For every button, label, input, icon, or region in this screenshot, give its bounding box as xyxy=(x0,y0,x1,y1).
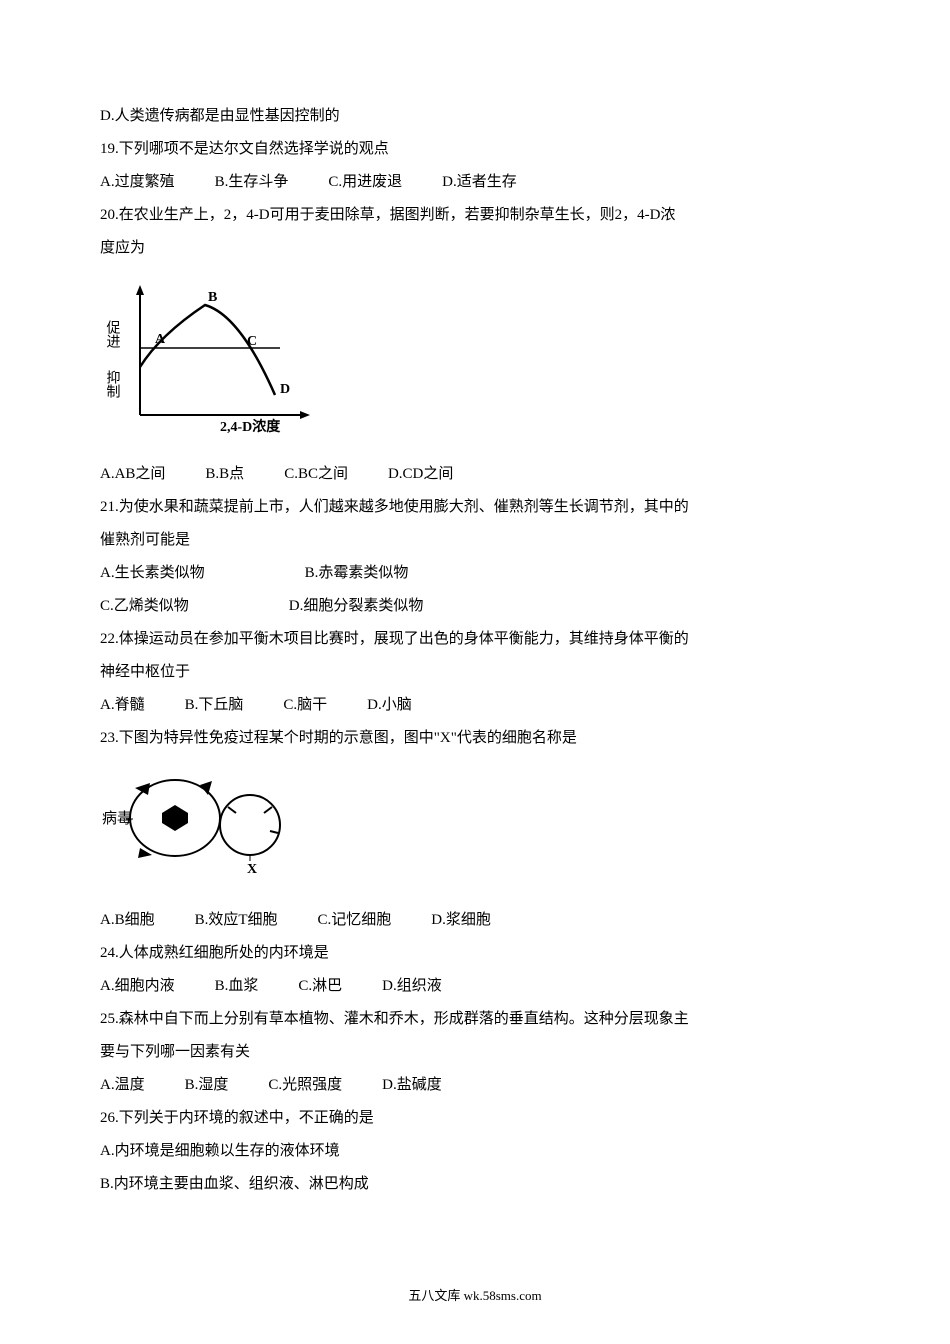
concentration-chart: 促进 抑制 A B C D 2,4-D浓度 xyxy=(100,275,320,448)
point-a: A xyxy=(155,332,166,347)
x-label: X xyxy=(247,862,257,877)
question-20-line2: 度应为 xyxy=(100,232,850,265)
xlabel: 2,4-D浓度 xyxy=(220,418,281,435)
question-21-line2: 催熟剂可能是 xyxy=(100,524,850,557)
question-26: 26.下列关于内环境的叙述中，不正确的是 xyxy=(100,1102,850,1135)
q21-opt-b: B.赤霉素类似物 xyxy=(305,557,409,590)
q21-opt-a: A.生长素类似物 xyxy=(100,557,205,590)
point-d: D xyxy=(280,382,290,397)
q25-opt-c: C.光照强度 xyxy=(268,1069,342,1102)
page-footer: 五八文库 wk.58sms.com xyxy=(0,1285,950,1304)
chart-svg: 促进 抑制 A B C D 2,4-D浓度 xyxy=(100,275,320,435)
q21-row1: A.生长素类似物 B.赤霉素类似物 xyxy=(100,557,850,590)
q20-opt-c: C.BC之间 xyxy=(284,458,348,491)
q19-opt-c: C.用进废退 xyxy=(328,166,402,199)
diagram-svg: 病毒 X xyxy=(100,763,300,883)
q23-opt-a: A.B细胞 xyxy=(100,904,155,937)
q20-opt-d: D.CD之间 xyxy=(388,458,453,491)
question-22-line2: 神经中枢位于 xyxy=(100,656,850,689)
q19-opt-b: B.生存斗争 xyxy=(215,166,289,199)
immune-diagram: 病毒 X xyxy=(100,763,300,896)
y-arrow xyxy=(136,285,144,295)
question-22-line1: 22.体操运动员在参加平衡木项目比赛时，展现了出色的身体平衡能力，其维持身体平衡… xyxy=(100,623,850,656)
q24-opt-a: A.细胞内液 xyxy=(100,970,175,1003)
q22-opt-d: D.小脑 xyxy=(367,689,412,722)
q21-opt-d: D.细胞分裂素类似物 xyxy=(289,590,424,623)
point-b: B xyxy=(208,290,217,305)
q23-opt-d: D.浆细胞 xyxy=(431,904,491,937)
q24-opt-b: B.血浆 xyxy=(215,970,259,1003)
q22-options: A.脊髓 B.下丘脑 C.脑干 D.小脑 xyxy=(100,689,850,722)
q20-opt-b: B.B点 xyxy=(205,458,244,491)
q23-opt-b: B.效应T细胞 xyxy=(195,904,278,937)
question-19: 19.下列哪项不是达尔文自然选择学说的观点 xyxy=(100,133,850,166)
q24-opt-d: D.组织液 xyxy=(382,970,442,1003)
text-line: D.人类遗传病都是由显性基因控制的 xyxy=(100,100,850,133)
q25-opt-a: A.温度 xyxy=(100,1069,145,1102)
question-25-line1: 25.森林中自下而上分别有草本植物、灌木和乔木，形成群落的垂直结构。这种分层现象… xyxy=(100,1003,850,1036)
q20-opt-a: A.AB之间 xyxy=(100,458,165,491)
q23-options: A.B细胞 B.效应T细胞 C.记忆细胞 D.浆细胞 xyxy=(100,904,850,937)
point-c: C xyxy=(247,334,257,349)
question-20-line1: 20.在农业生产上，2，4-D可用于麦田除草，据图判断，若要抑制杂草生长，则2，… xyxy=(100,199,850,232)
q23-opt-c: C.记忆细胞 xyxy=(318,904,392,937)
q26-opt-a: A.内环境是细胞赖以生存的液体环境 xyxy=(100,1135,850,1168)
question-23: 23.下图为特异性免疫过程某个时期的示意图，图中"X"代表的细胞名称是 xyxy=(100,722,850,755)
question-21-line1: 21.为使水果和蔬菜提前上市，人们越来越多地使用膨大剂、催熟剂等生长调节剂，其中… xyxy=(100,491,850,524)
q22-opt-a: A.脊髓 xyxy=(100,689,145,722)
q26-opt-b: B.内环境主要由血浆、组织液、淋巴构成 xyxy=(100,1168,850,1201)
ylabel-top: 促进 xyxy=(105,320,121,348)
q20-options: A.AB之间 B.B点 C.BC之间 D.CD之间 xyxy=(100,458,850,491)
q21-opt-c: C.乙烯类似物 xyxy=(100,590,189,623)
q24-opt-c: C.淋巴 xyxy=(298,970,342,1003)
q25-opt-d: D.盐碱度 xyxy=(382,1069,442,1102)
document-body: D.人类遗传病都是由显性基因控制的 19.下列哪项不是达尔文自然选择学说的观点 … xyxy=(100,100,850,1201)
q22-opt-b: B.下丘脑 xyxy=(185,689,244,722)
q19-options: A.过度繁殖 B.生存斗争 C.用进废退 D.适者生存 xyxy=(100,166,850,199)
q25-options: A.温度 B.湿度 C.光照强度 D.盐碱度 xyxy=(100,1069,850,1102)
q19-opt-a: A.过度繁殖 xyxy=(100,166,175,199)
question-24: 24.人体成熟红细胞所处的内环境是 xyxy=(100,937,850,970)
curve xyxy=(140,305,275,395)
ylabel-bot: 抑制 xyxy=(105,370,121,398)
q24-options: A.细胞内液 B.血浆 C.淋巴 D.组织液 xyxy=(100,970,850,1003)
x-arrow xyxy=(300,411,310,419)
q19-opt-d: D.适者生存 xyxy=(442,166,517,199)
right-cell xyxy=(220,795,280,855)
question-25-line2: 要与下列哪一因素有关 xyxy=(100,1036,850,1069)
q22-opt-c: C.脑干 xyxy=(283,689,327,722)
q25-opt-b: B.湿度 xyxy=(185,1069,229,1102)
q21-row2: C.乙烯类似物 D.细胞分裂素类似物 xyxy=(100,590,850,623)
